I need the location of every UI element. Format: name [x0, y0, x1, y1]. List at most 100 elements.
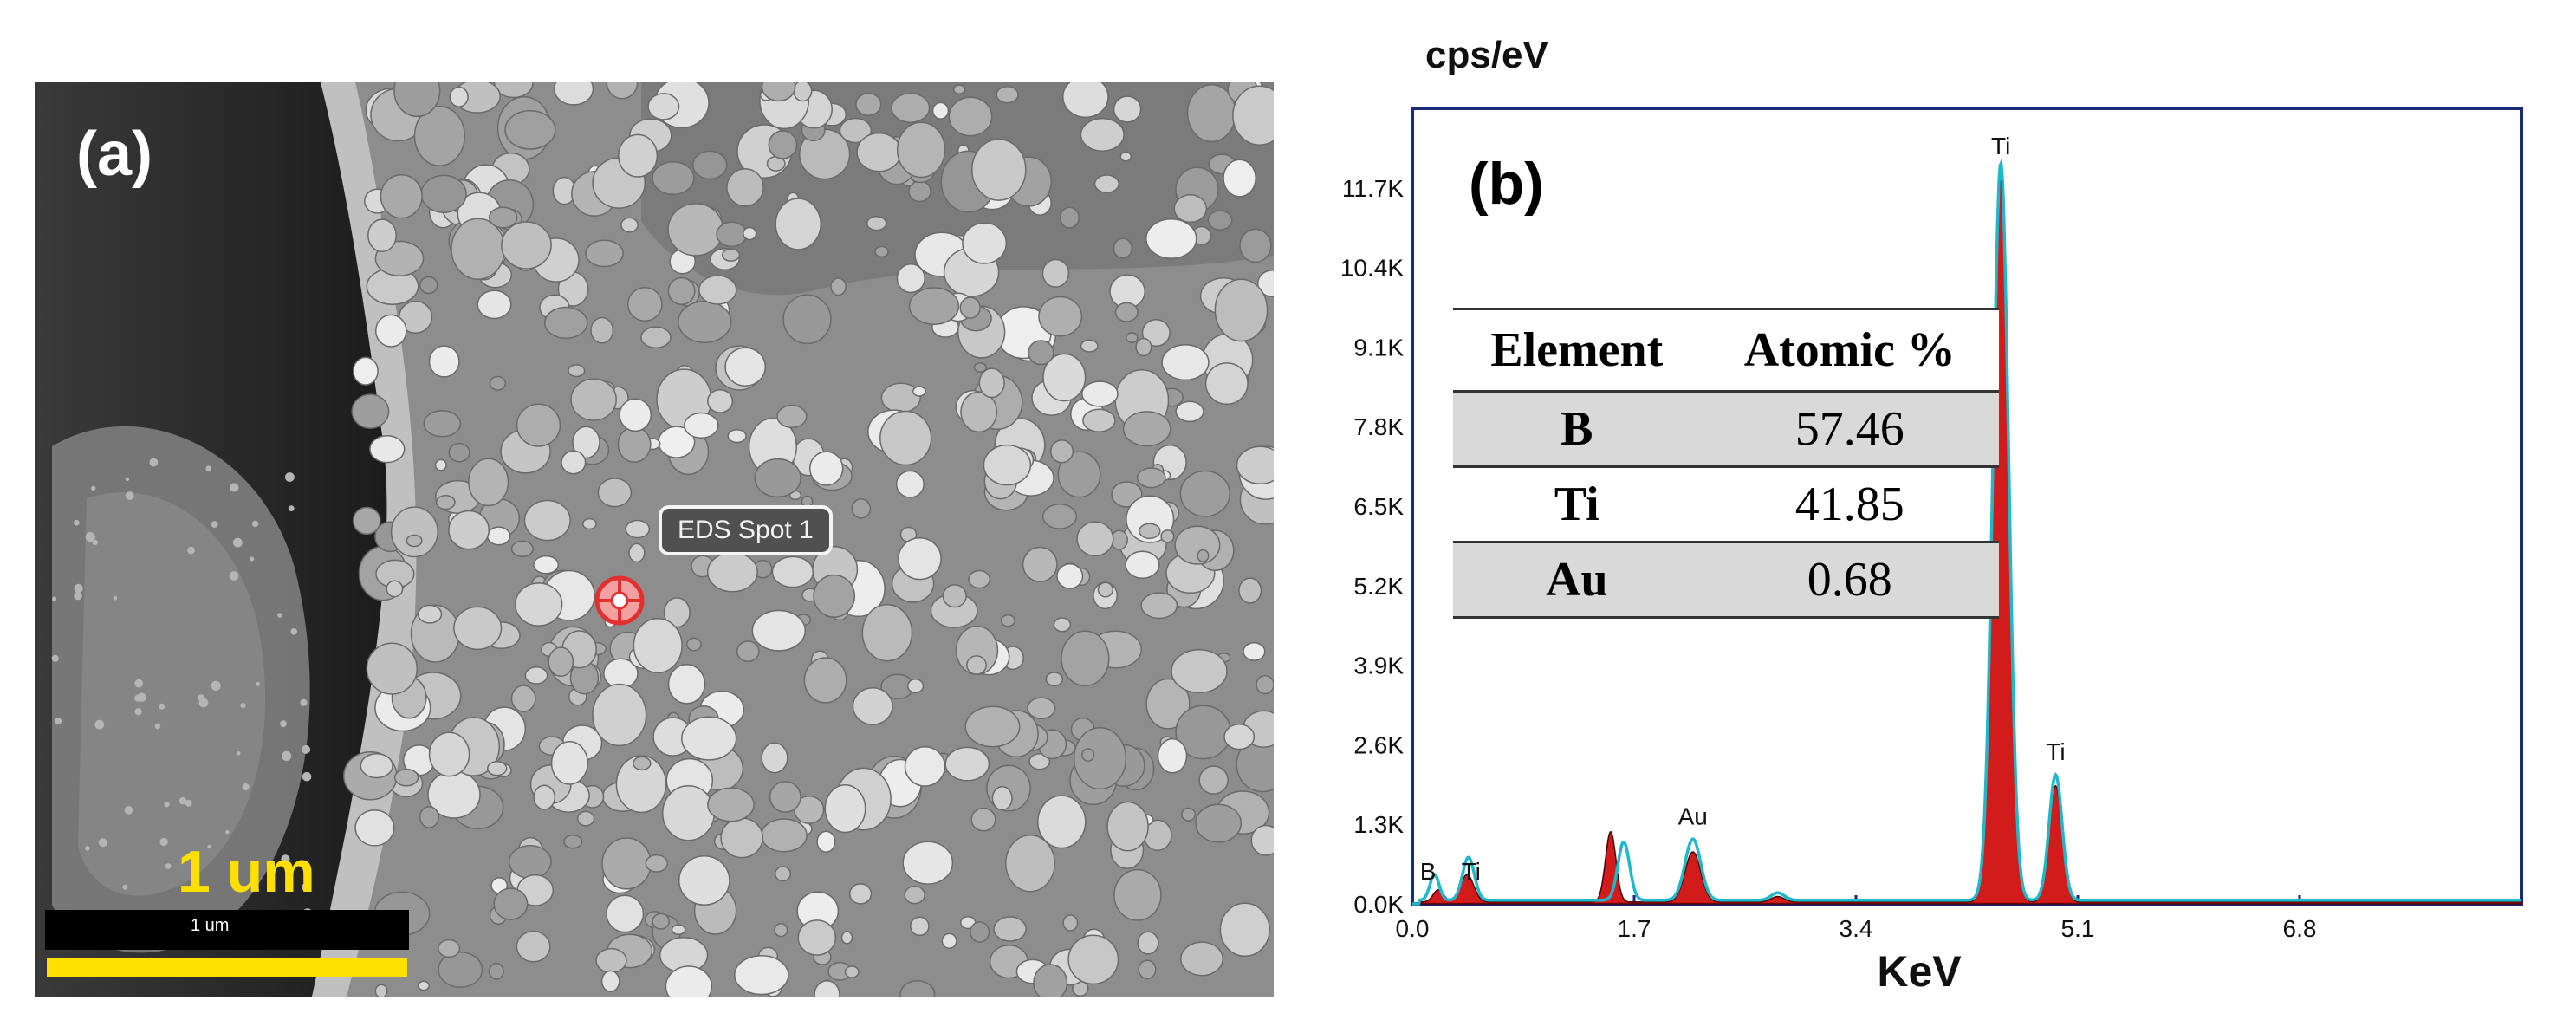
grain-particle [1037, 795, 1087, 849]
grain-speck [185, 799, 192, 807]
grain-particle [615, 755, 667, 814]
grain-particle [617, 426, 652, 463]
grain-particle [814, 979, 840, 997]
grain-speck [134, 679, 143, 688]
grain-particle [489, 375, 507, 391]
grain-particle [671, 924, 686, 935]
header-element: Element [1453, 308, 1701, 393]
grain-particle [768, 130, 798, 159]
grain-speck [281, 854, 290, 864]
grain-particle [895, 470, 925, 498]
y-tick-label: 0.0K [1353, 891, 1404, 918]
grain-particle [606, 82, 639, 100]
grain-particle [667, 203, 724, 257]
grain-particle [449, 86, 469, 107]
grain-particle [1181, 807, 1197, 822]
peak-label: Ti [1462, 858, 1481, 885]
grain-particle [1028, 752, 1051, 770]
grain-particle [428, 731, 470, 777]
grain-speck [165, 863, 172, 869]
grain-particle [716, 221, 748, 248]
grain-particle [1140, 592, 1178, 620]
spectrum-cyan-line [1412, 157, 2521, 906]
grain-particle [754, 458, 801, 498]
grain-particle [898, 537, 942, 581]
grain-speck [55, 718, 62, 724]
grain-particle [993, 916, 1027, 942]
grain-speck [288, 505, 295, 511]
peak-label: Ti [2046, 738, 2065, 765]
grain-particle [493, 887, 529, 920]
value-cell: 57.46 [1700, 391, 1999, 468]
element-cell: B [1453, 391, 1701, 468]
grain-particle [626, 286, 663, 322]
grain-particle [1111, 481, 1143, 508]
grain-particle [1114, 302, 1139, 322]
grain-speck [242, 783, 250, 790]
table-row: B 57.46 [1453, 391, 1999, 468]
grain-particle [393, 768, 419, 787]
grain-particle [736, 640, 760, 662]
y-tick-label: 2.6K [1353, 731, 1404, 758]
grain-particle [351, 393, 390, 429]
grain-particle [1136, 467, 1166, 489]
eds-spectrum-chart: cps/eV (b) 0.0K 1.3K 2.6K 3.9K 5.2K 6.5K 7.8K 9… [1340, 34, 2523, 996]
grain-particle [595, 947, 627, 973]
grain-particle [769, 781, 801, 813]
grain-particle [726, 168, 764, 207]
grain-speck [277, 613, 282, 618]
grain-particle [774, 923, 788, 938]
grain-particle [533, 784, 556, 810]
grain-particle [707, 787, 755, 822]
grain-particle [678, 300, 732, 343]
grain-particle [417, 604, 443, 624]
y-tick-label: 7.8K [1353, 413, 1404, 440]
grain-particle [966, 655, 987, 675]
grain-particle [448, 442, 470, 463]
grain-speck [232, 537, 243, 548]
grain-speck [149, 458, 159, 467]
grain-speck [74, 519, 80, 526]
grain-particle [1139, 523, 1161, 540]
grain-speck [178, 796, 187, 805]
grain-particle [968, 569, 991, 589]
grain-speck [92, 539, 99, 546]
grain-particle [991, 785, 1013, 811]
grain-particle [761, 742, 788, 774]
grain-particle [1093, 174, 1119, 193]
grain-speck [229, 571, 239, 581]
grain-particle [1027, 697, 1056, 720]
grain-particle [908, 287, 960, 325]
grain-particle [352, 506, 381, 536]
grain-particle [1062, 914, 1079, 932]
grain-particle [1223, 724, 1256, 750]
grain-particle [734, 954, 789, 996]
grain-particle [904, 885, 925, 905]
scale-bar-box [45, 910, 409, 950]
grain-particle [1219, 902, 1270, 958]
grain-particle [803, 657, 847, 704]
table-row: Au 0.68 [1453, 542, 1999, 619]
grain-particle [453, 606, 503, 651]
grain-speck [98, 838, 107, 848]
eds-spot-callout: EDS Spot 1 [659, 505, 833, 555]
grain-particle [848, 883, 873, 905]
grain-particle [1256, 674, 1274, 695]
grain-particle [1113, 237, 1132, 259]
grain-particle [824, 783, 866, 834]
grain-speck [207, 844, 211, 849]
grain-particle [510, 685, 536, 712]
grain-particle [406, 534, 423, 548]
grain-particle [652, 913, 670, 930]
y-tick-label: 5.2K [1353, 573, 1404, 600]
grain-particle [879, 410, 932, 466]
grain-particle [1174, 525, 1221, 565]
grain-particle [1033, 964, 1068, 997]
sem-image-panel: (a) EDS Spot 1 1 um 1 um [35, 82, 1274, 997]
grain-particle [548, 646, 574, 678]
grain-particle [971, 138, 1027, 201]
grain-particle [1005, 834, 1055, 893]
grain-particle [516, 403, 561, 447]
grain-particle [941, 932, 957, 949]
grain-particle [1113, 868, 1162, 921]
